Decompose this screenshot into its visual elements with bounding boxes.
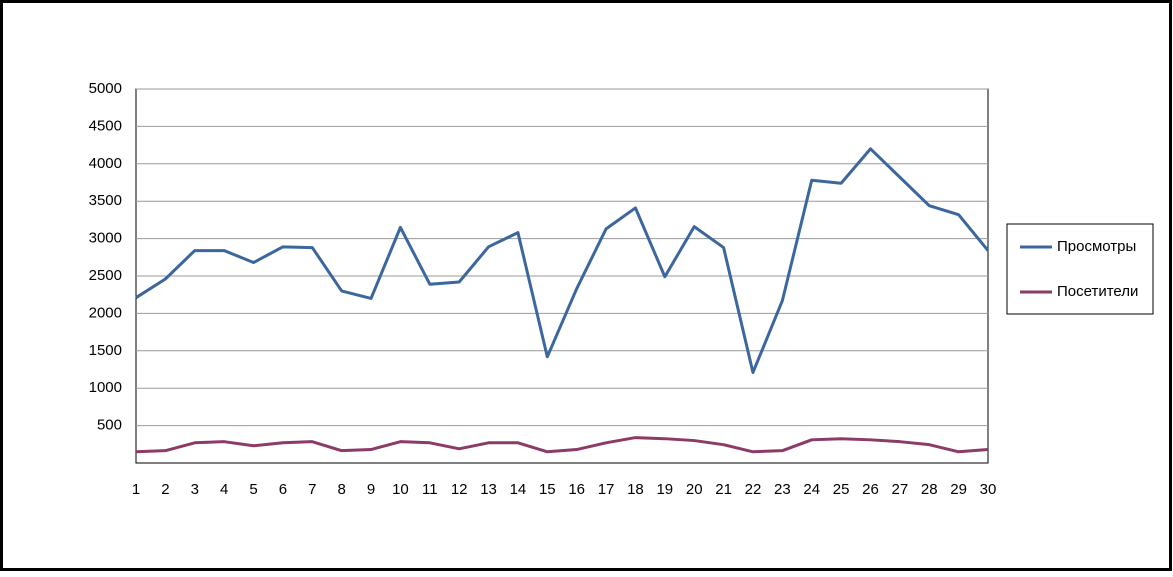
y-tick-label: 5000 — [89, 80, 122, 97]
x-tick-label: 3 — [191, 481, 199, 498]
x-tick-label: 1 — [132, 481, 140, 498]
x-tick-label: 20 — [686, 481, 703, 498]
x-tick-label: 11 — [422, 481, 438, 498]
y-tick-label: 4500 — [89, 117, 122, 134]
x-tick-label: 21 — [715, 481, 732, 498]
y-tick-label: 3000 — [89, 230, 122, 247]
x-tick-label: 26 — [862, 481, 879, 498]
y-tick-label: 2500 — [89, 267, 122, 284]
y-tick-label: 3500 — [89, 192, 122, 209]
x-tick-label: 2 — [161, 481, 169, 498]
x-tick-label: 14 — [510, 481, 527, 498]
x-tick-label: 9 — [367, 481, 375, 498]
x-tick-label: 16 — [568, 481, 585, 498]
x-tick-label: 15 — [539, 481, 556, 498]
x-tick-label: 10 — [392, 481, 409, 498]
x-tick-label: 18 — [627, 481, 644, 498]
x-tick-label: 17 — [598, 481, 615, 498]
line-series — [135, 436, 989, 454]
y-tick-label: 1000 — [89, 379, 122, 396]
x-tick-label: 27 — [892, 481, 909, 498]
x-tick-label: 13 — [480, 481, 497, 498]
x-tick-label: 19 — [656, 481, 673, 498]
x-tick-label: 25 — [833, 481, 850, 498]
legend-label: Просмотры — [1057, 238, 1136, 255]
y-tick-label: 500 — [97, 417, 122, 434]
x-tick-label: 29 — [950, 481, 967, 498]
x-tick-label: 12 — [451, 481, 468, 498]
y-tick-label: 1500 — [89, 342, 122, 359]
legend-box — [1006, 223, 1154, 315]
x-tick-label: 4 — [220, 481, 228, 498]
line-series — [135, 147, 990, 374]
y-tick-label: 2000 — [89, 304, 122, 321]
y-tick-label: 4000 — [89, 155, 122, 172]
x-tick-label: 30 — [980, 481, 997, 498]
x-tick-label: 7 — [308, 481, 316, 498]
x-tick-label: 6 — [279, 481, 287, 498]
legend-label: Посетители — [1057, 283, 1138, 300]
x-tick-label: 22 — [745, 481, 762, 498]
x-tick-label: 28 — [921, 481, 938, 498]
x-tick-label: 8 — [337, 481, 345, 498]
x-tick-label: 24 — [803, 481, 820, 498]
x-tick-label: 5 — [249, 481, 257, 498]
x-tick-label: 23 — [774, 481, 791, 498]
